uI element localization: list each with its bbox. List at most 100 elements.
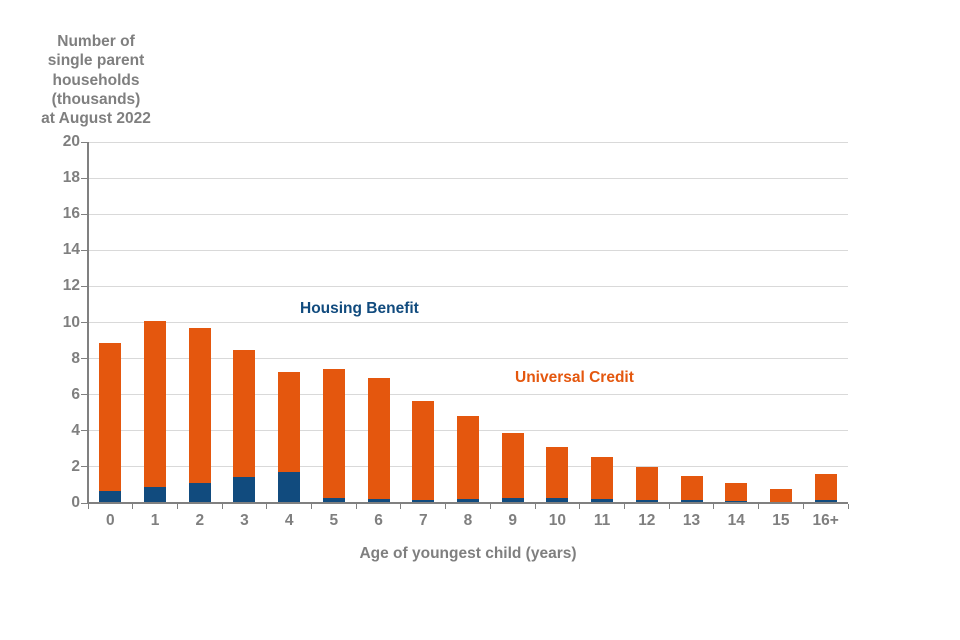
x-tick-label-15: 15 <box>772 512 790 529</box>
x-tick-label-8: 8 <box>463 512 473 529</box>
y-tick-12 <box>81 285 88 287</box>
gridline-16 <box>88 213 848 215</box>
bar-12-universal-credit <box>635 466 658 501</box>
y-tick-label-18: 18 <box>62 169 80 187</box>
bar-4-universal-credit <box>278 372 301 473</box>
bar-2-universal-credit <box>188 327 211 484</box>
bar-8-housing-benefit <box>457 499 479 503</box>
y-tick-label-14: 14 <box>62 241 80 259</box>
bar-1-housing-benefit <box>144 486 167 503</box>
y-tick-20 <box>81 141 88 143</box>
x-tick-mark-12 <box>623 504 625 509</box>
y-tick-14 <box>81 249 88 251</box>
bar-7-housing-benefit <box>412 500 435 503</box>
x-tick-label-13: 13 <box>682 512 701 529</box>
y-tick-label-4: 4 <box>71 421 80 439</box>
y-axis-line <box>87 142 89 503</box>
y-tick-2 <box>81 466 88 468</box>
x-tick-label-11: 11 <box>593 512 611 529</box>
bar-6-housing-benefit <box>367 499 390 503</box>
x-tick-mark-3 <box>221 504 223 509</box>
y-tick-label-0: 0 <box>71 494 80 511</box>
y-tick-label-10: 10 <box>62 313 80 331</box>
x-tick-mark-7 <box>400 504 402 509</box>
x-tick-mark-8 <box>445 504 447 509</box>
x-tick-label-6: 6 <box>374 512 383 529</box>
bar-3-housing-benefit <box>233 476 256 503</box>
x-tick-mark-2 <box>176 504 178 509</box>
x-tick-label-1: 1 <box>150 512 160 529</box>
y-tick-6 <box>81 394 88 396</box>
x-tick-label-5: 5 <box>329 512 339 529</box>
bar-15-universal-credit <box>769 488 792 503</box>
gridline-20 <box>88 141 848 143</box>
bar-13-universal-credit <box>680 475 703 501</box>
x-tick-mark-15 <box>758 504 760 509</box>
legend-label-universal-credit: Universal Credit <box>515 369 634 386</box>
gridline-10 <box>88 322 848 323</box>
bar-10-housing-benefit <box>546 498 569 503</box>
bar-11-housing-benefit <box>591 499 614 503</box>
y-tick-10 <box>81 322 88 323</box>
x-tick-mark-11 <box>579 504 581 509</box>
x-tick-mark-5 <box>311 504 313 509</box>
x-tick-label-2: 2 <box>195 512 205 529</box>
bar-16+-housing-benefit <box>814 500 837 503</box>
x-axis-line <box>87 502 848 504</box>
x-tick-label-0: 0 <box>106 512 115 529</box>
gridline-12 <box>88 285 848 287</box>
legend-label-housing-benefit: Housing Benefit <box>300 300 419 317</box>
y-tick-label-2: 2 <box>71 457 80 475</box>
bar-10-universal-credit <box>546 447 569 499</box>
x-tick-label-9: 9 <box>508 512 517 529</box>
bar-0-universal-credit <box>99 343 122 492</box>
x-tick-mark-14 <box>713 504 715 509</box>
bar-2-housing-benefit <box>188 483 211 503</box>
x-tick-mark-6 <box>355 504 357 509</box>
x-tick-label-16+: 16+ <box>812 512 839 529</box>
x-tick-label-10: 10 <box>548 512 567 529</box>
x-tick-mark-17 <box>847 504 849 509</box>
gridline-6 <box>88 394 848 396</box>
bar-5-universal-credit <box>322 369 345 499</box>
x-tick-mark-0 <box>87 504 89 509</box>
x-tick-label-12: 12 <box>638 512 656 529</box>
bar-3-universal-credit <box>233 350 256 477</box>
x-tick-mark-13 <box>668 504 670 509</box>
bar-12-housing-benefit <box>635 500 658 503</box>
x-tick-mark-9 <box>489 504 491 509</box>
y-tick-label-6: 6 <box>71 385 80 403</box>
x-tick-label-14: 14 <box>727 512 745 529</box>
y-tick-label-12: 12 <box>62 277 80 295</box>
bar-0-housing-benefit <box>99 491 122 503</box>
x-tick-mark-16 <box>802 504 804 509</box>
x-tick-mark-10 <box>534 504 536 509</box>
y-tick-4 <box>81 430 88 432</box>
bar-14-universal-credit <box>725 483 748 502</box>
y-tick-16 <box>81 213 88 215</box>
bar-1-universal-credit <box>144 320 167 487</box>
x-tick-mark-4 <box>266 504 268 509</box>
y-tick-18 <box>81 177 88 179</box>
x-axis-title: Age of youngest child (years) <box>359 545 577 562</box>
x-tick-label-4: 4 <box>284 512 294 529</box>
bar-16+-universal-credit <box>814 474 837 501</box>
y-tick-8 <box>81 358 88 360</box>
gridline-14 <box>88 249 848 251</box>
bar-13-housing-benefit <box>680 500 703 503</box>
x-tick-label-3: 3 <box>240 512 249 529</box>
y-axis-title: Number of single parent households (thou… <box>41 33 151 128</box>
bar-5-housing-benefit <box>322 498 345 503</box>
bar-6-universal-credit <box>367 378 390 500</box>
y-tick-label-8: 8 <box>71 349 80 367</box>
x-tick-label-7: 7 <box>418 512 428 529</box>
y-tick-0 <box>81 502 88 504</box>
bar-8-universal-credit <box>457 416 479 500</box>
bar-11-universal-credit <box>591 456 614 500</box>
bar-9-universal-credit <box>501 432 524 498</box>
y-tick-label-20: 20 <box>62 133 80 150</box>
bar-7-universal-credit <box>412 401 435 501</box>
x-tick-mark-1 <box>132 504 134 509</box>
y-tick-label-16: 16 <box>62 205 80 223</box>
